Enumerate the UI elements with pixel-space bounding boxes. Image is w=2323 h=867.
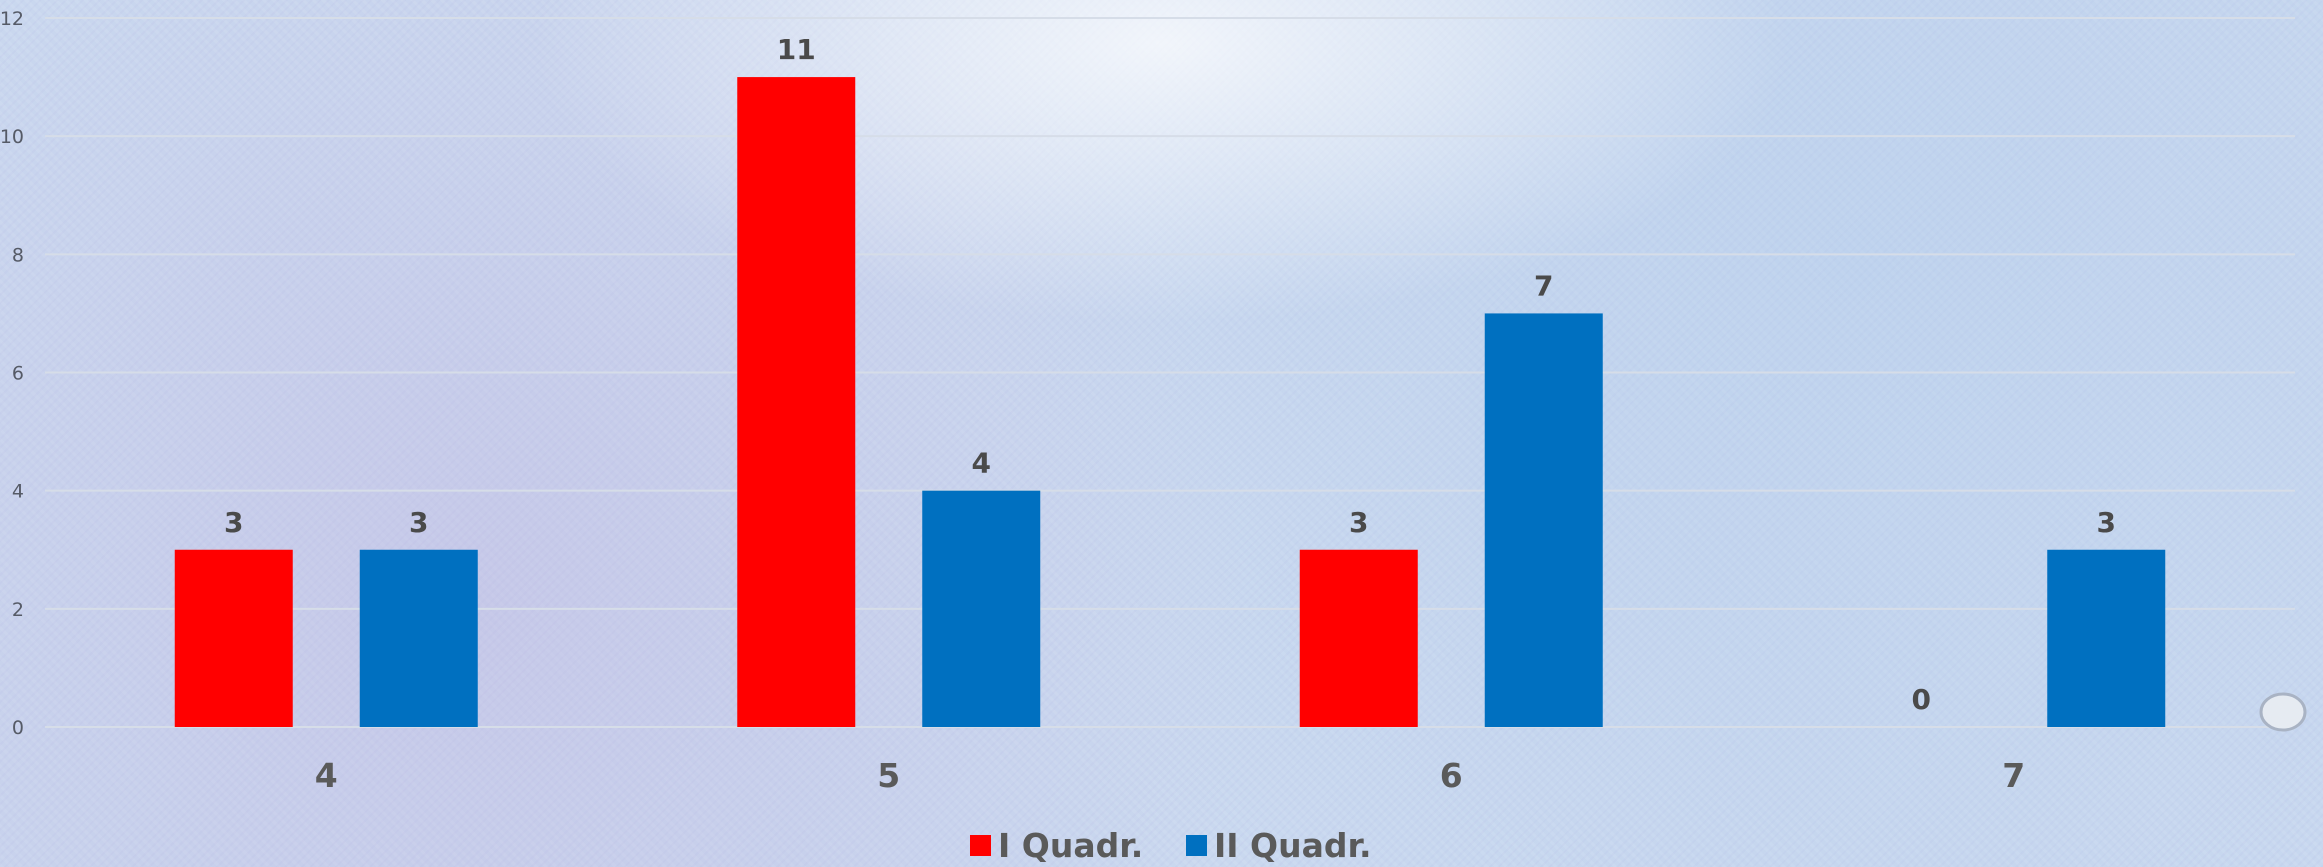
legend-label-1: I Quadr. [998,826,1143,865]
bars [174,77,2166,728]
bar-2-7 [2047,549,2166,727]
y-tick-label: 0 [12,717,24,739]
bar-1-6 [1299,549,1418,727]
legend: I Quadr. II Quadr. [970,826,1372,865]
legend-swatch-2 [1186,835,1207,856]
data-label: 11 [777,33,816,66]
y-tick-label: 8 [12,244,24,266]
x-tick-label: 7 [2002,756,2025,795]
bar-2-5 [922,490,1041,727]
data-label: 7 [1534,269,1553,302]
bar-1-5 [737,77,856,728]
data-label: 0 [1912,683,1931,716]
legend-label-2: II Quadr. [1214,826,1372,865]
data-label: 4 [972,447,991,480]
x-tick-label: 4 [315,756,338,795]
bar-2-6 [1484,313,1603,727]
decorative-bubble [2259,692,2307,732]
x-tick-label: 5 [877,756,900,795]
data-label: 3 [2097,506,2116,539]
bar-2-4 [359,549,478,727]
y-tick-label: 10 [0,126,24,148]
x-tick-label: 6 [1440,756,1463,795]
y-tick-label: 2 [12,599,24,621]
y-tick-label: 6 [12,363,24,385]
y-tick-label: 4 [12,481,24,503]
data-labels: 3 3 11 4 3 7 0 3 [224,33,2116,716]
data-label: 3 [1349,506,1368,539]
data-label: 3 [224,506,243,539]
legend-swatch-1 [970,835,991,856]
y-tick-label: 12 [0,8,24,30]
bar-1-4 [174,549,293,727]
data-label: 3 [409,506,428,539]
y-axis: 0 2 4 6 8 10 12 [0,8,24,739]
x-axis: 4 5 6 7 [315,756,2025,795]
